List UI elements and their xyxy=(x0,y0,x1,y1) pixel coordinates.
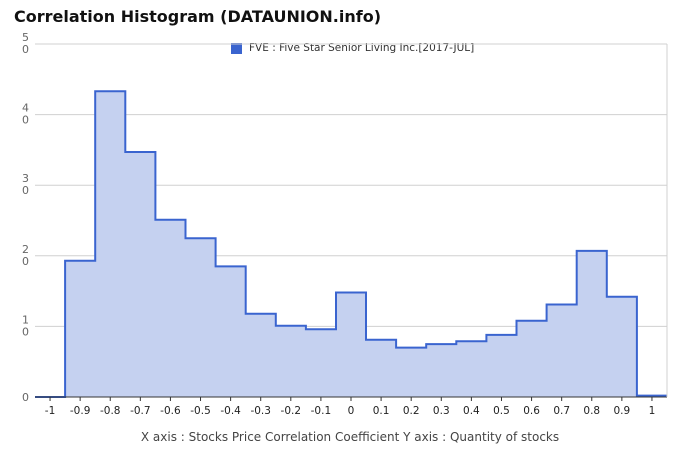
y-tick-label: 2 xyxy=(22,243,29,256)
x-tick-label: -1 xyxy=(45,405,55,417)
x-tick-label: 0.9 xyxy=(614,405,631,417)
x-tick-label: 0.1 xyxy=(373,405,390,417)
chart-title: Correlation Histogram (DATAUNION.info) xyxy=(14,7,381,26)
legend-label: FVE : Five Star Senior Living Inc.[2017-… xyxy=(249,42,475,54)
x-tick-label: -0.1 xyxy=(311,405,332,417)
y-tick-label: 0 xyxy=(22,255,29,268)
axis-caption: X axis : Stocks Price Correlation Coeffi… xyxy=(140,430,560,444)
x-tick-label: -0.3 xyxy=(250,405,271,417)
y-tick-label: 0 xyxy=(22,184,29,197)
legend: FVE : Five Star Senior Living Inc.[2017-… xyxy=(231,42,474,54)
legend-swatch xyxy=(231,42,242,54)
y-tick-label: 0 xyxy=(22,391,29,404)
series-area xyxy=(35,91,667,398)
x-tick-label: -0.7 xyxy=(130,405,151,417)
series-line xyxy=(35,90,667,398)
x-tick-label: -0.9 xyxy=(70,405,91,417)
x-tick-label: 1 xyxy=(649,405,656,417)
x-tick-label: 0.7 xyxy=(553,405,570,417)
x-tick-label: -0.5 xyxy=(190,405,211,417)
x-tick-label: 0 xyxy=(348,405,355,417)
y-tick-label: 0 xyxy=(22,114,29,127)
x-tick-label: 0.8 xyxy=(583,405,600,417)
y-tick-label: 4 xyxy=(22,102,29,115)
y-tick-label: 5 xyxy=(22,31,29,44)
y-tick-label: 1 xyxy=(22,313,29,326)
x-tick-label: 0.6 xyxy=(523,405,540,417)
x-tick-label: -0.2 xyxy=(281,405,302,417)
x-tick-label: -0.6 xyxy=(160,405,181,417)
x-tick-label: 0.5 xyxy=(493,405,510,417)
y-tick-label: 0 xyxy=(22,325,29,338)
x-tick-label: -0.8 xyxy=(100,405,121,417)
x-tick-label: 0.4 xyxy=(463,405,480,417)
y-tick-label: 3 xyxy=(22,172,29,185)
x-tick-label: 0.3 xyxy=(433,405,450,417)
x-tick-label: -0.4 xyxy=(220,405,241,417)
x-tick-label: 0.2 xyxy=(403,405,420,417)
y-tick-label: 0 xyxy=(22,43,29,56)
